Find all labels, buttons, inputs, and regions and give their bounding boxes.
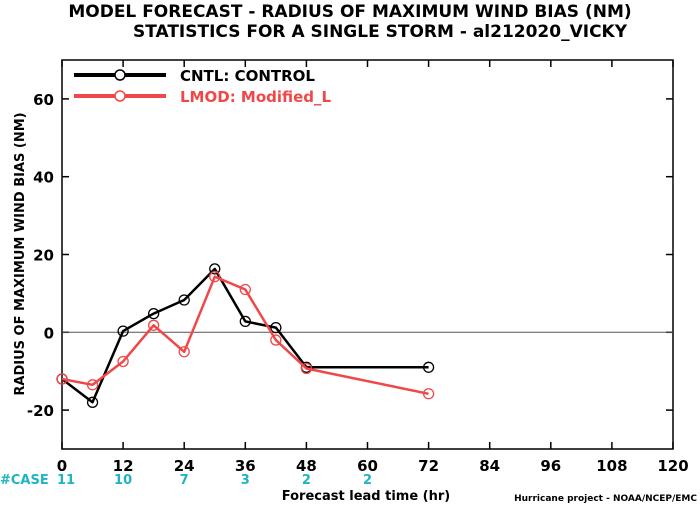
x-tick-label: 120 [657, 457, 688, 475]
x-tick-label: 24 [174, 457, 195, 475]
series-1-point [147, 307, 160, 320]
series-2-point [117, 355, 129, 368]
series-1-point [117, 325, 129, 337]
legend-marker-1 [114, 69, 126, 81]
series-2-point [270, 334, 282, 346]
y-tick-label: 20 [33, 247, 54, 265]
y-tick-label: -20 [27, 402, 54, 420]
case-count: 2 [363, 473, 372, 488]
series-1-point [239, 315, 251, 328]
x-tick-label: 108 [596, 457, 627, 475]
case-count: 2 [302, 473, 311, 488]
grid-layer: 0 12 24 36 48 60 72 84 96 108 120 -20 0 20 40 60 [27, 60, 689, 475]
y-tick-label: 40 [33, 169, 54, 187]
series-layer [56, 263, 435, 408]
x-tick-label: 72 [418, 457, 439, 475]
case-count: 3 [241, 473, 250, 488]
credit-text: Hurricane project - NOAA/NCEP/EMC [514, 494, 697, 504]
case-count: 7 [180, 473, 189, 488]
x-tick-label: 12 [113, 457, 134, 475]
x-tick-label: 60 [357, 457, 378, 475]
series-2-point [300, 362, 313, 375]
y-tick-label: 60 [33, 91, 54, 109]
x-tick-label: 84 [479, 457, 500, 475]
series-2-point [209, 271, 221, 283]
series-line-2 [61, 275, 429, 396]
x-tick-label: 48 [296, 457, 317, 475]
chart-title: MODEL FORECAST - RADIUS OF MAXIMUM WIND … [68, 2, 631, 22]
legend-label-2: LMOD: Modified_L [180, 88, 332, 106]
series-line-1 [61, 267, 429, 404]
series-1-point [270, 321, 282, 334]
series-1-point [209, 263, 221, 275]
case-counts: 11 10 7 3 2 2 [57, 473, 372, 488]
x-tick-label: 96 [540, 457, 561, 475]
legend-label-1: CNTL: CONTROL [180, 67, 315, 85]
series-2-point [422, 388, 435, 400]
series-1-point [422, 361, 435, 373]
y-axis-label: RADIUS OF MAXIMUM WIND BIAS (NM) [13, 112, 28, 395]
series-1-point [86, 396, 99, 408]
y-tick-label: 0 [44, 324, 54, 342]
x-tick-label: 36 [235, 457, 256, 475]
chart-subtitle: STATISTICS FOR A SINGLE STORM - al212020… [133, 22, 628, 42]
legend-marker-2 [114, 90, 126, 102]
x-axis-label: Forecast lead time (hr) [282, 489, 450, 504]
plot-frame [61, 59, 674, 450]
series-2-point [178, 346, 190, 358]
x-tick-label: 0 [57, 457, 67, 475]
series-1-point [178, 294, 190, 306]
legend: CNTL: CONTROL LMOD: Modified_L [74, 67, 332, 106]
series-2-point [239, 283, 251, 296]
series-2-point [86, 379, 99, 391]
series-2-point [147, 319, 160, 331]
case-label: #CASE [0, 473, 49, 488]
series-2-point [56, 373, 68, 385]
case-count: 11 [57, 473, 75, 488]
case-count: 10 [114, 473, 132, 488]
